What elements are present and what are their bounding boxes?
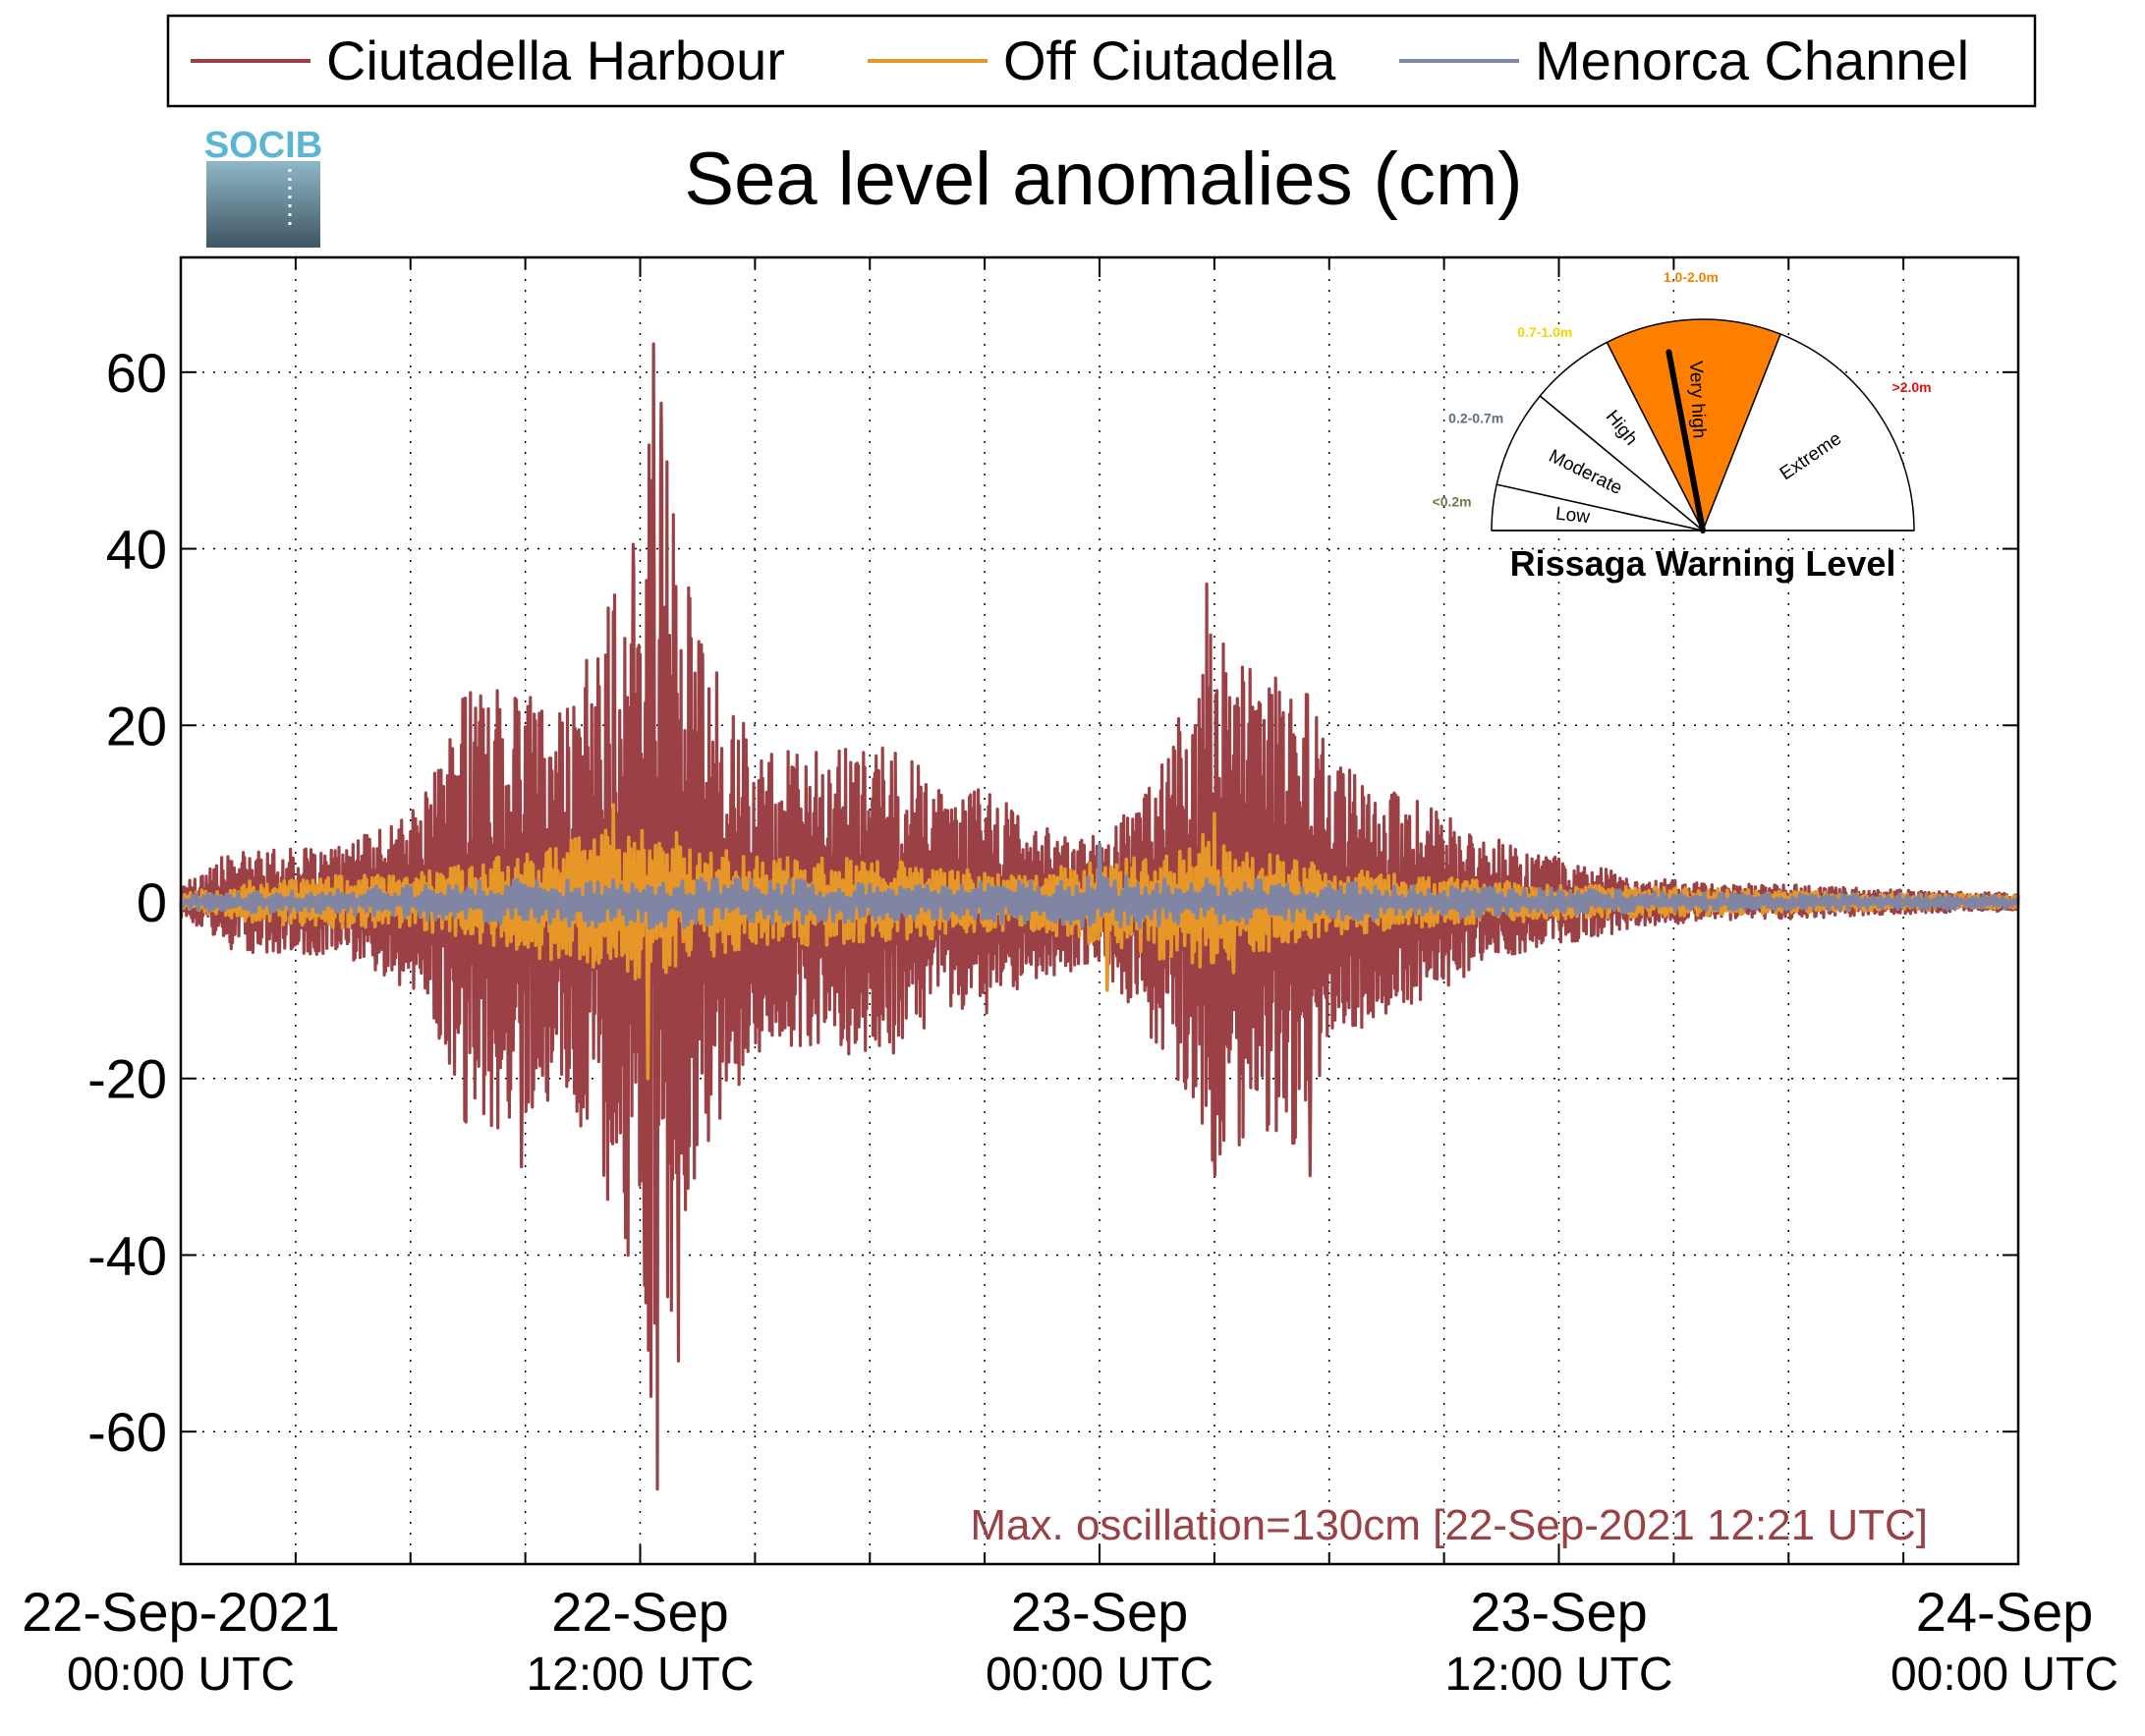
x-tick-label-time: 00:00 UTC xyxy=(986,1649,1214,1701)
legend-box xyxy=(166,14,2037,108)
legend-label-ciutadella-harbour: Ciutadella Harbour xyxy=(326,29,785,91)
y-tick-label: 40 xyxy=(106,519,167,581)
legend-item-menorca-channel: Menorca Channel xyxy=(1399,29,1969,91)
max-oscillation-annotation: Max. oscillation=130cm [22-Sep-2021 12:2… xyxy=(970,1501,1928,1549)
x-tick-label-date: 22-Sep-2021 xyxy=(22,1581,340,1643)
y-tick-label: 60 xyxy=(106,342,167,404)
gauge-sector-moderate xyxy=(1496,394,1704,532)
gauge-title: Rissaga Warning Level xyxy=(1510,543,1896,584)
y-tick-label: -40 xyxy=(87,1224,167,1286)
socib-logo-text: SOCIB xyxy=(204,125,322,166)
x-tick-label-time: 12:00 UTC xyxy=(526,1649,754,1701)
legend-item-off-ciutadella: Off Ciutadella xyxy=(868,29,1336,91)
x-tick-label-date: 24-Sep xyxy=(1916,1581,2094,1643)
x-tick-label-time: 00:00 UTC xyxy=(67,1649,295,1701)
y-tick-label: -60 xyxy=(87,1401,167,1463)
legend: Ciutadella Harbour Off Ciutadella Menorc… xyxy=(166,14,2037,108)
x-tick-label-date: 23-Sep xyxy=(1011,1581,1189,1643)
y-tick-label: 20 xyxy=(106,695,167,756)
x-ticks: 22-Sep-2021 00:00 UTC 22-Sep 12:00 UTC 23-Se… xyxy=(22,257,2118,1701)
gauge-range-label: 0.7-1.0m xyxy=(1517,324,1572,340)
gauge-range-label: <0.2m xyxy=(1433,494,1472,510)
y-tick-label: 0 xyxy=(137,871,167,933)
legend-label-off-ciutadella: Off Ciutadella xyxy=(1003,29,1336,91)
gauge-sector-extreme xyxy=(1701,333,1915,532)
y-tick-label: -20 xyxy=(87,1048,167,1110)
x-tick-label-date: 23-Sep xyxy=(1470,1581,1648,1643)
x-tick-label-time: 00:00 UTC xyxy=(1891,1649,2118,1701)
gauge-level-label: Very high xyxy=(1685,361,1710,439)
gauge-range-label: 0.2-0.7m xyxy=(1448,411,1503,426)
socib-logo: SOCIB xyxy=(204,125,322,248)
gauge-pointer xyxy=(1665,349,1706,533)
legend-item-ciutadella-harbour: Ciutadella Harbour xyxy=(191,29,785,91)
x-tick-label-time: 12:00 UTC xyxy=(1444,1649,1672,1701)
plot-area: 22-Sep-2021 00:00 UTC 22-Sep 12:00 UTC 23-Se… xyxy=(22,255,2118,1701)
gauge-range-label: >2.0m xyxy=(1892,379,1932,395)
series-layer xyxy=(179,342,2020,1491)
chart-title: Sea level anomalies (cm) xyxy=(684,138,1522,221)
plot-frame xyxy=(179,255,2020,1566)
socib-logo-mark xyxy=(206,161,320,248)
x-tick-label-date: 22-Sep xyxy=(551,1581,729,1643)
series-line-menorca-channel xyxy=(179,842,2020,930)
gauge-range-label: 1.0-2.0m xyxy=(1664,269,1719,285)
gauge-sector-very-high xyxy=(1606,318,1782,532)
gauge-level-label: Low xyxy=(1554,504,1591,529)
y-ticks: 60 40 20 0 -20 -40 -60 xyxy=(87,342,2018,1463)
legend-label-menorca-channel: Menorca Channel xyxy=(1535,29,1969,91)
